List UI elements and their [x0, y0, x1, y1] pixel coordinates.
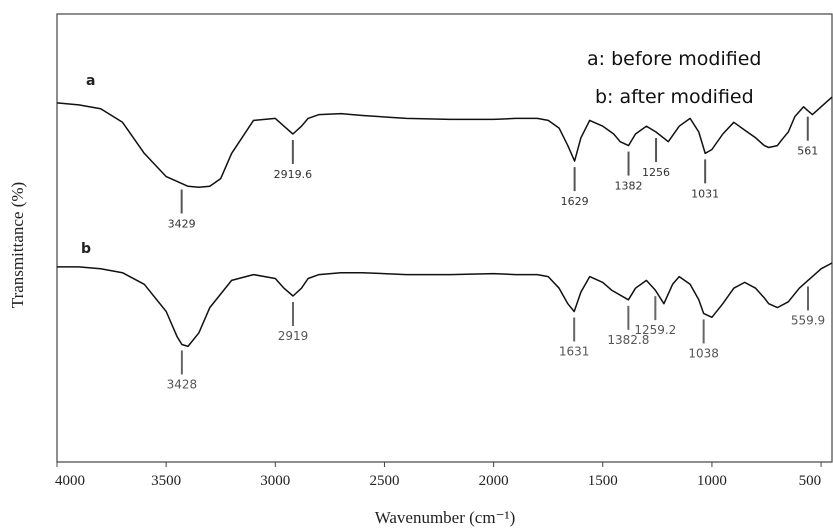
x-tick-label-500: 500 [799, 473, 822, 489]
peak-label-b-1631: 1631 [559, 344, 590, 358]
peak-label-a-1382: 1382 [615, 180, 643, 193]
series-tag-a: a [86, 73, 95, 89]
legend-entry-b: b: after modified [595, 86, 754, 108]
legend-entry-a: a: before modified [587, 48, 761, 70]
peak-label-a-561: 561 [797, 145, 818, 158]
x-axis: 4000 3500 3000 2500 2000 1500 1000 500 [55, 462, 822, 489]
peak-label-a-3429: 3429 [168, 218, 196, 231]
x-tick-label-1500: 1500 [588, 473, 618, 489]
x-tick-label-2500: 2500 [369, 473, 399, 489]
series-tag-b: b [81, 241, 91, 257]
peak-label-b-3428: 3428 [167, 377, 198, 391]
x-tick-label-3500: 3500 [151, 473, 181, 489]
x-axis-label: Wavenumber (cm⁻¹) [375, 508, 516, 527]
series-line-b [57, 262, 833, 348]
y-axis-label: Transmittance (%) [8, 182, 27, 308]
x-tick-label-3000: 3000 [260, 473, 290, 489]
plot-frame [56, 13, 833, 463]
series-layer [56, 96, 833, 348]
peak-label-a-2919.6: 2919.6 [274, 168, 313, 181]
peak-label-b-1382.8: 1382.8 [607, 333, 649, 347]
peak-label-b-2919: 2919 [278, 329, 309, 343]
peak-label-a-1256: 1256 [642, 166, 670, 179]
peak-label-b-1038: 1038 [688, 346, 719, 360]
x-tick-label-4000: 4000 [55, 473, 85, 489]
peak-label-b-1259.2: 1259.2 [634, 323, 676, 337]
x-tick-label-1000: 1000 [697, 473, 727, 489]
series-line-a [56, 96, 833, 189]
peak-label-b-559.9: 559.9 [791, 313, 825, 327]
peak-label-a-1031: 1031 [691, 187, 719, 200]
peak-label-a-1629: 1629 [561, 195, 589, 208]
x-tick-label-2000: 2000 [479, 473, 509, 489]
